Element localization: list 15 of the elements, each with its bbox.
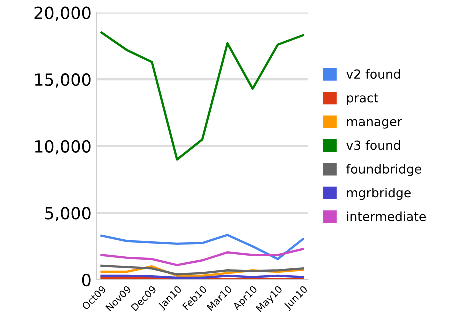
legend-label: v2 found <box>346 69 400 80</box>
legend-label: pract <box>347 94 378 106</box>
y-tick-label: 20,000 <box>34 6 91 22</box>
y-tick-label: 5,000 <box>45 207 91 222</box>
line-series <box>100 248 304 266</box>
y-tick-label: 10,000 <box>35 140 91 155</box>
line-series <box>100 32 304 161</box>
y-tick-label: 15,000 <box>35 74 91 88</box>
legend-label: mgrbridge <box>347 188 411 200</box>
legend-label: intermediate <box>347 212 426 222</box>
line-series <box>100 234 304 260</box>
y-tick-label: 0 <box>82 274 91 287</box>
legend-label: foundbridge <box>346 164 422 176</box>
legend-label: v3 found <box>346 140 400 150</box>
legend-label: manager <box>347 119 402 129</box>
